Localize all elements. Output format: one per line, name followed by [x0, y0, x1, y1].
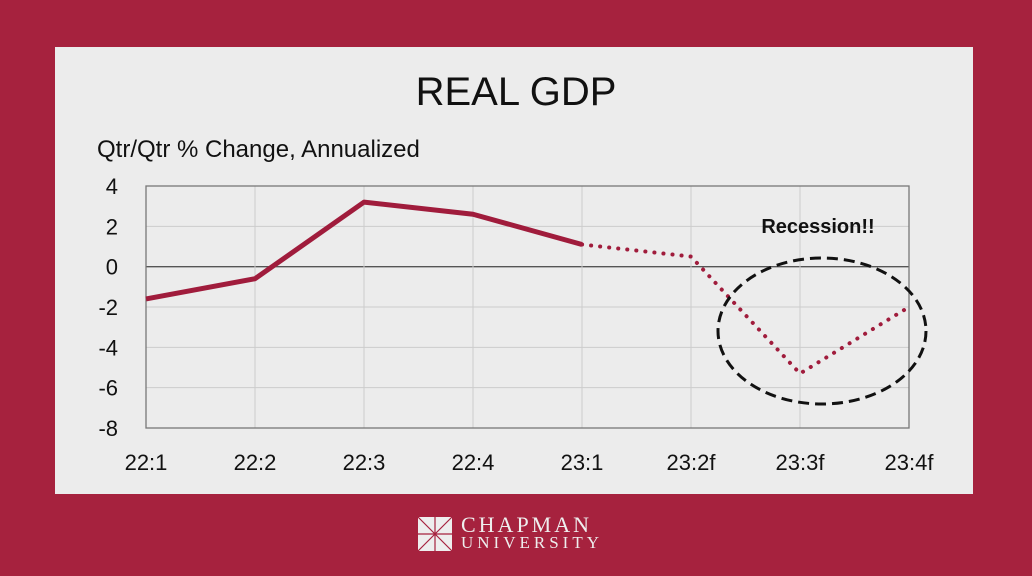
x-tick-label: 23:2f [667, 450, 717, 475]
x-tick-label: 22:3 [343, 450, 386, 475]
chart-title: REAL GDP [415, 70, 617, 114]
recession-ellipse [716, 256, 928, 406]
y-tick-label: -8 [98, 416, 118, 441]
y-axis-label: Qtr/Qtr % Change, Annualized [97, 136, 420, 163]
x-tick-label: 23:4f [885, 450, 935, 475]
x-tick-label: 22:4 [452, 450, 495, 475]
y-tick-label: 0 [106, 255, 118, 280]
logo-line1: CHAPMAN [461, 512, 593, 537]
y-tick-label: 2 [106, 214, 118, 239]
slide-panel [55, 47, 973, 494]
y-tick-label: -6 [98, 376, 118, 401]
y-tick-label: -4 [98, 335, 118, 360]
forecast-series-line [580, 242, 911, 377]
x-tick-label: 22:2 [234, 450, 277, 475]
x-tick-label: 23:1 [561, 450, 604, 475]
logo-emblem-icon [417, 516, 453, 552]
y-tick-label: 4 [106, 174, 118, 199]
recession-annotation: Recession!! [761, 216, 874, 238]
x-tick-label: 22:1 [125, 450, 168, 475]
chapman-logo: CHAPMAN UNIVERSITY [417, 512, 603, 552]
logo-line2: UNIVERSITY [461, 533, 603, 552]
x-tick-label: 23:3f [776, 450, 826, 475]
y-tick-label: -2 [98, 295, 118, 320]
